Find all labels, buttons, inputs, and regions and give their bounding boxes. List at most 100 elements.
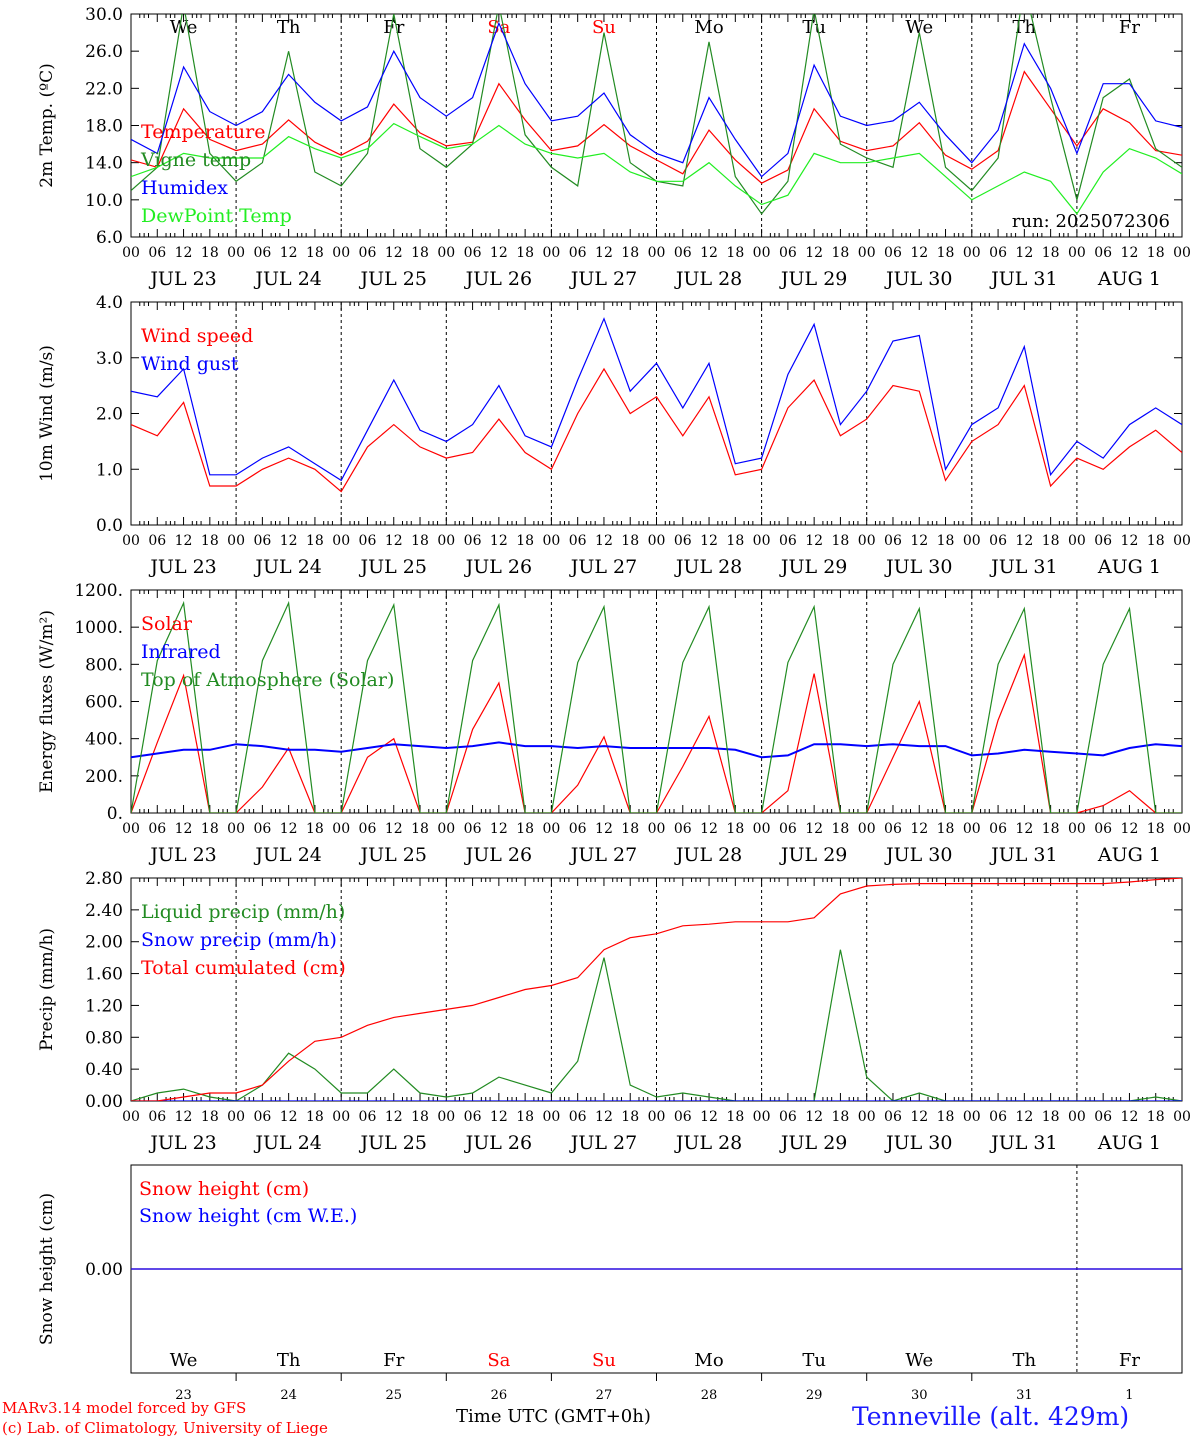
hour-label: 00 — [122, 245, 140, 261]
hour-label: 00 — [227, 245, 245, 261]
hour-label: 00 — [963, 245, 981, 261]
hour-label: 00 — [1173, 245, 1191, 261]
hour-label: 12 — [805, 533, 823, 549]
day-number-label: 30 — [911, 1388, 928, 1403]
hour-label: 12 — [490, 1109, 508, 1125]
hour-label: 06 — [674, 245, 692, 261]
weekday-label: Mo — [694, 17, 723, 38]
hour-label: 18 — [201, 1109, 219, 1125]
hour-label: 12 — [595, 821, 613, 837]
y-tick-label: 10.0 — [85, 191, 123, 211]
y-axis-label: 10m Wind (m/s) — [37, 345, 57, 482]
date-label: JUL 24 — [253, 268, 321, 290]
y-tick-label: 200. — [85, 767, 123, 787]
hour-label: 06 — [464, 533, 482, 549]
weekday-label: Su — [592, 17, 616, 38]
day-number-label: 24 — [280, 1388, 297, 1403]
hour-label: 06 — [569, 821, 587, 837]
y-tick-label: 0.00 — [85, 1092, 123, 1112]
hour-label: 12 — [700, 821, 718, 837]
y-tick-label: 0.00 — [85, 1260, 123, 1280]
hour-label: 18 — [621, 1109, 639, 1125]
y-axis-label: Snow height (cm) — [37, 1193, 57, 1345]
series-line-total-cumulated-cm- — [131, 878, 1182, 1101]
y-tick-label: 0. — [107, 804, 123, 824]
hour-label: 00 — [648, 821, 666, 837]
weekday-label: Th — [277, 1350, 301, 1371]
hour-label: 06 — [464, 821, 482, 837]
y-tick-label: 1.60 — [85, 965, 123, 985]
hour-label: 12 — [280, 245, 298, 261]
hour-label: 12 — [1121, 533, 1139, 549]
hour-label: 06 — [148, 533, 166, 549]
hour-label: 00 — [1068, 533, 1086, 549]
legend-entry: Infrared — [141, 641, 221, 663]
hour-label: 12 — [175, 821, 193, 837]
hour-label: 06 — [674, 821, 692, 837]
hour-label: 12 — [175, 533, 193, 549]
hour-label: 18 — [726, 1109, 744, 1125]
hour-label: 06 — [1094, 1109, 1112, 1125]
weekday-label: Fr — [383, 17, 404, 38]
y-tick-label: 3.0 — [96, 349, 123, 369]
hour-label: 00 — [437, 821, 455, 837]
hour-label: 18 — [306, 821, 324, 837]
weekday-label: Sa — [487, 17, 510, 38]
hour-label: 12 — [1015, 533, 1033, 549]
hour-label: 12 — [910, 1109, 928, 1125]
hour-label: 06 — [359, 1109, 377, 1125]
hour-label: 12 — [280, 1109, 298, 1125]
date-label: JUL 28 — [674, 556, 742, 578]
hour-label: 12 — [595, 245, 613, 261]
hour-label: 00 — [437, 1109, 455, 1125]
hour-label: 06 — [989, 1109, 1007, 1125]
hour-label: 18 — [1042, 533, 1060, 549]
credit-model: MARv3.14 model forced by GFS — [2, 1399, 247, 1417]
hour-label: 18 — [201, 821, 219, 837]
y-tick-label: 2.00 — [85, 933, 123, 953]
weekday-label: Su — [592, 1350, 616, 1371]
hour-label: 18 — [1147, 821, 1165, 837]
hour-label: 00 — [122, 533, 140, 549]
y-tick-label: 4.0 — [96, 293, 123, 313]
hour-label: 12 — [1121, 821, 1139, 837]
date-label: AUG 1 — [1097, 268, 1161, 290]
hour-label: 18 — [832, 533, 850, 549]
series-line-liquid-precip-mm-h- — [131, 949, 1182, 1101]
weekday-label: Th — [1013, 17, 1037, 38]
weekday-label: Tu — [802, 17, 826, 38]
hour-label: 18 — [411, 245, 429, 261]
date-label: JUL 26 — [464, 268, 532, 290]
hour-label: 18 — [937, 821, 955, 837]
weekday-label: We — [170, 1350, 198, 1371]
date-label: JUL 30 — [884, 844, 952, 866]
hour-label: 18 — [621, 821, 639, 837]
hour-label: 00 — [858, 245, 876, 261]
date-label: JUL 26 — [464, 844, 532, 866]
date-label: JUL 28 — [674, 1132, 742, 1154]
hour-label: 06 — [779, 533, 797, 549]
date-label: JUL 27 — [569, 844, 637, 866]
hour-label: 18 — [516, 821, 534, 837]
hour-label: 00 — [122, 821, 140, 837]
hour-label: 00 — [648, 1109, 666, 1125]
hour-label: 18 — [411, 821, 429, 837]
day-number-label: 29 — [806, 1388, 823, 1403]
hour-label: 12 — [175, 245, 193, 261]
hour-label: 00 — [753, 245, 771, 261]
legend-entry: Wind gust — [141, 353, 239, 375]
hour-label: 06 — [359, 533, 377, 549]
hour-label: 06 — [253, 1109, 271, 1125]
hour-label: 06 — [779, 821, 797, 837]
y-tick-label: 0.40 — [85, 1060, 123, 1080]
panel-frame-wind — [130, 301, 1183, 526]
date-label: JUL 24 — [253, 556, 321, 578]
date-label: JUL 23 — [148, 556, 216, 578]
hour-label: 06 — [253, 245, 271, 261]
hour-label: 00 — [437, 533, 455, 549]
hour-label: 06 — [569, 533, 587, 549]
hour-label: 06 — [989, 821, 1007, 837]
hour-label: 06 — [674, 533, 692, 549]
hour-label: 00 — [1173, 821, 1191, 837]
series-line-wind-speed — [131, 367, 1182, 493]
